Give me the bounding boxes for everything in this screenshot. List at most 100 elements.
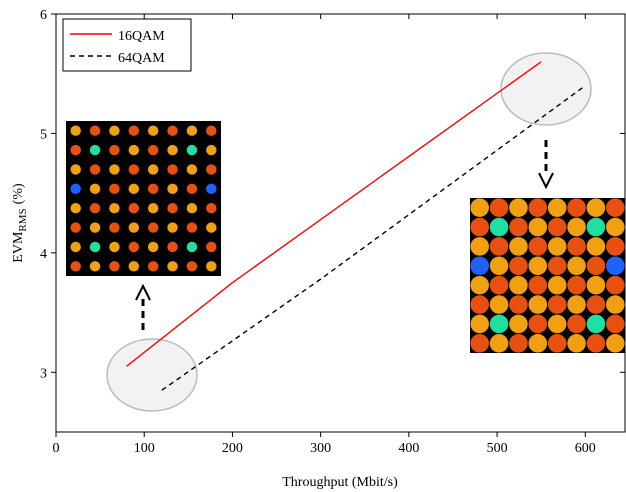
constellation-point [548,276,567,295]
constellation-point [470,198,489,217]
constellation-point [470,334,489,353]
constellation-point [70,125,80,135]
x-tick-label: 500 [487,441,508,456]
constellation-point [490,257,509,276]
constellation-point [90,222,100,232]
constellation-point [567,334,586,353]
constellation-point [167,184,177,194]
constellation-point [548,257,567,276]
constellation-point [187,145,197,155]
x-tick-label: 0 [53,441,60,456]
x-tick-label: 600 [575,441,596,456]
constellation-point [129,222,139,232]
y-label-main: EVM [11,231,26,263]
constellation-inset [66,121,221,276]
constellation-point [470,218,489,237]
x-axis-label: Throughput (Mbit/s) [282,475,398,490]
constellation-point [167,261,177,271]
y-axis-label: EVMRMS(%) [11,183,29,263]
constellation-point [167,242,177,252]
constellation-point [129,184,139,194]
x-tick-label: 400 [398,441,419,456]
constellation-point [90,184,100,194]
constellation-point [70,222,80,232]
constellation-point [567,198,586,217]
constellation-point [167,222,177,232]
highlight-ellipse [107,339,197,411]
constellation-point [606,237,625,256]
constellation-point [509,276,528,295]
constellation-point [129,261,139,271]
constellation-point [148,203,158,213]
constellation-point [206,222,216,232]
constellation-point [606,218,625,237]
constellation-point [606,257,625,276]
legend-label: 64QAM [118,51,165,66]
y-tick-label: 5 [40,127,47,142]
constellation-point [509,295,528,314]
constellation-point [509,315,528,334]
constellation-point [70,261,80,271]
constellation-point [148,125,158,135]
constellation-point [548,198,567,217]
constellation-point [187,184,197,194]
x-tick-label: 200 [222,441,243,456]
constellation-point [109,261,119,271]
constellation-point [90,261,100,271]
constellation-point [70,203,80,213]
constellation-point [587,237,606,256]
constellation-point [206,184,216,194]
y-label-unit: (%) [11,183,26,204]
constellation-point [109,242,119,252]
constellation-point [490,237,509,256]
constellation-point [70,145,80,155]
constellation-point [470,276,489,295]
constellation-point [606,315,625,334]
x-tick-label: 100 [134,441,155,456]
constellation-point [109,164,119,174]
arrow-head [136,286,150,300]
constellation-point [490,334,509,353]
constellation-point [529,295,548,314]
constellation-point [206,261,216,271]
constellation-point [148,145,158,155]
constellation-point [187,242,197,252]
constellation-point [148,242,158,252]
constellation-point [470,295,489,314]
legend-label: 16QAM [118,29,165,44]
constellation-point [129,125,139,135]
constellation-point [470,315,489,334]
constellation-point [90,242,100,252]
constellation-point [587,198,606,217]
constellation-point [70,242,80,252]
constellation-point [148,164,158,174]
constellation-point [206,242,216,252]
constellation-point [206,164,216,174]
constellation-point [587,295,606,314]
constellation-point [509,257,528,276]
constellation-point [567,315,586,334]
x-tick-label: 300 [310,441,331,456]
constellation-point [90,125,100,135]
inset-background [66,121,221,276]
constellation-point [129,164,139,174]
constellation-point [187,203,197,213]
constellation-point [529,198,548,217]
y-tick-label: 6 [40,8,47,23]
constellation-point [490,276,509,295]
constellation-point [109,145,119,155]
constellation-point [167,125,177,135]
constellation-point [70,164,80,174]
constellation-inset [470,198,625,353]
constellation-point [109,203,119,213]
constellation-point [529,276,548,295]
constellation-point [606,198,625,217]
constellation-point [129,242,139,252]
constellation-point [529,334,548,353]
constellation-point [90,203,100,213]
constellation-point [548,334,567,353]
constellation-point [148,261,158,271]
constellation-point [548,315,567,334]
constellation-point [148,184,158,194]
constellation-point [109,184,119,194]
